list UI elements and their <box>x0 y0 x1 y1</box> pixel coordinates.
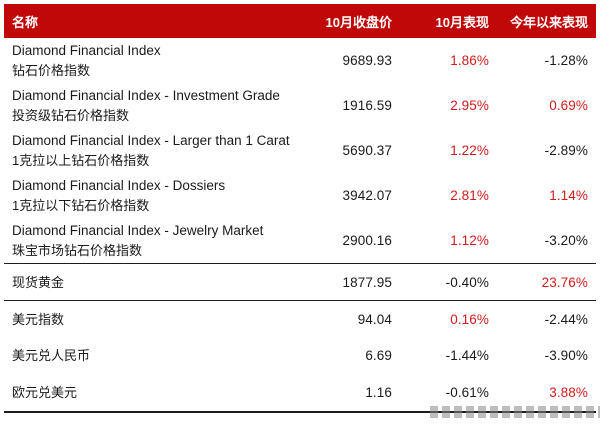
row-name-en: 现货黄金 <box>12 274 65 290</box>
row-ytd-performance: 0.69% <box>549 98 588 113</box>
table-row: 美元指数 94.04 0.16% -2.44% <box>4 300 596 337</box>
row-name-cn: 投资级钻石价格指数 <box>12 108 130 123</box>
col-header-oct-performance: 10月表现 <box>435 14 489 30</box>
row-ytd-performance: -2.89% <box>544 143 588 158</box>
row-oct-performance: -0.40% <box>445 274 489 290</box>
row-oct-performance: -0.61% <box>445 385 489 400</box>
row-close-price: 6.69 <box>365 348 392 363</box>
row-close-price: 3942.07 <box>342 188 392 203</box>
row-name-cell: 现货黄金 <box>4 272 302 293</box>
row-name-en: 美元兑人民币 <box>12 348 91 363</box>
row-name-en: Diamond Financial Index <box>12 43 161 58</box>
table-row: Diamond Financial Index - Investment Gra… <box>4 83 596 128</box>
row-close-price: 1.16 <box>365 385 392 400</box>
row-close-price: 2900.16 <box>342 233 392 248</box>
row-close-price: 1877.95 <box>342 274 392 290</box>
row-ytd-performance: -3.20% <box>544 233 588 248</box>
row-name-en: Diamond Financial Index - Investment Gra… <box>12 88 280 103</box>
row-oct-performance: -1.44% <box>445 348 489 363</box>
row-name-en: Diamond Financial Index - Larger than 1 … <box>12 133 290 148</box>
table-body: Diamond Financial Index 钻石价格指数 9689.93 1… <box>4 38 596 413</box>
row-oct-performance: 1.22% <box>450 143 489 158</box>
row-name-cell: 欧元兑美元 <box>4 382 302 403</box>
col-header-ytd-performance: 今年以来表现 <box>509 14 588 30</box>
row-name-en: Diamond Financial Index - Jewelry Market <box>12 223 264 238</box>
row-ytd-performance: -1.28% <box>544 53 588 68</box>
row-name-en: Diamond Financial Index - Dossiers <box>12 178 226 193</box>
row-name-en: 美元指数 <box>12 311 65 327</box>
table-row: 现货黄金 1877.95 -0.40% 23.76% <box>4 263 596 300</box>
row-oct-performance: 2.81% <box>450 188 489 203</box>
row-name-cn: 1克拉以上钻石价格指数 <box>12 153 150 168</box>
table-row: 美元兑人民币 6.69 -1.44% -3.90% <box>4 337 596 374</box>
row-name-en: 欧元兑美元 <box>12 385 78 400</box>
table-row: Diamond Financial Index - Larger than 1 … <box>4 128 596 173</box>
row-ytd-performance: 23.76% <box>541 274 588 290</box>
row-name-cn: 珠宝市场钻石价格指数 <box>12 243 143 258</box>
row-oct-performance: 1.12% <box>450 233 489 248</box>
row-name-cell: Diamond Financial Index - Dossiers 1克拉以下… <box>4 175 302 216</box>
row-name-cn: 1克拉以下钻石价格指数 <box>12 198 150 213</box>
row-close-price: 9689.93 <box>342 53 392 68</box>
table-row: Diamond Financial Index 钻石价格指数 9689.93 1… <box>4 38 596 83</box>
row-close-price: 1916.59 <box>342 98 392 113</box>
row-name-cn: 钻石价格指数 <box>12 63 91 78</box>
row-name-cell: 美元指数 <box>4 309 302 330</box>
row-ytd-performance: 1.14% <box>549 188 588 203</box>
row-name-cell: 美元兑人民币 <box>4 345 302 366</box>
indices-table: 名称 10月收盘价 10月表现 今年以来表现 Diamond Financial… <box>4 4 600 418</box>
col-header-close-price: 10月收盘价 <box>325 14 392 30</box>
row-ytd-performance: -3.90% <box>544 348 588 363</box>
table-row: Diamond Financial Index - Dossiers 1克拉以下… <box>4 173 596 218</box>
row-oct-performance: 1.86% <box>450 53 489 68</box>
row-close-price: 94.04 <box>357 311 392 327</box>
row-close-price: 5690.37 <box>342 143 392 158</box>
diamond-index-table-page: 名称 10月收盘价 10月表现 今年以来表现 Diamond Financial… <box>0 4 600 418</box>
row-oct-performance: 0.16% <box>450 311 489 327</box>
table-header: 名称 10月收盘价 10月表现 今年以来表现 <box>4 4 596 38</box>
row-name-cell: Diamond Financial Index - Larger than 1 … <box>4 130 302 171</box>
row-oct-performance: 2.95% <box>450 98 489 113</box>
table-row: 欧元兑美元 1.16 -0.61% 3.88% <box>4 374 596 411</box>
row-name-cell: Diamond Financial Index - Investment Gra… <box>4 85 302 126</box>
row-name-cell: Diamond Financial Index 钻石价格指数 <box>4 40 302 81</box>
row-name-cell: Diamond Financial Index - Jewelry Market… <box>4 220 302 261</box>
table-row: Diamond Financial Index - Jewelry Market… <box>4 218 596 263</box>
col-header-name: 名称 <box>12 14 39 30</box>
row-ytd-performance: 3.88% <box>549 385 588 400</box>
row-ytd-performance: -2.44% <box>544 311 588 327</box>
